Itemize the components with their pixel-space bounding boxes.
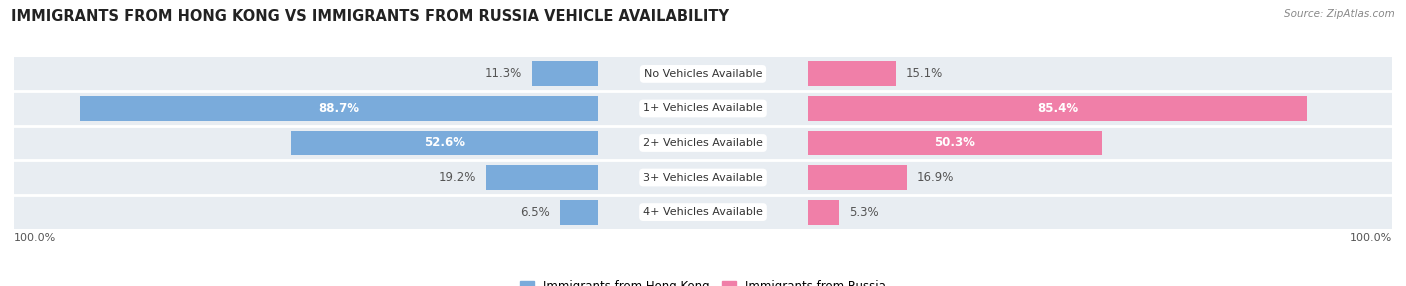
Text: 5.3%: 5.3% [849, 206, 879, 219]
Bar [486, 165, 598, 190]
Text: 85.4%: 85.4% [1036, 102, 1078, 115]
Text: 16.9%: 16.9% [917, 171, 953, 184]
Bar [14, 91, 1392, 126]
Text: 100.0%: 100.0% [14, 233, 56, 243]
Text: 19.2%: 19.2% [439, 171, 477, 184]
Text: 6.5%: 6.5% [520, 206, 550, 219]
Bar [808, 200, 839, 225]
Bar [14, 195, 1392, 229]
Text: 1+ Vehicles Available: 1+ Vehicles Available [643, 104, 763, 114]
Legend: Immigrants from Hong Kong, Immigrants from Russia: Immigrants from Hong Kong, Immigrants fr… [520, 280, 886, 286]
Bar [80, 96, 598, 121]
Bar [808, 165, 907, 190]
Text: 88.7%: 88.7% [319, 102, 360, 115]
Bar [14, 126, 1392, 160]
Bar [808, 131, 1102, 155]
Bar [560, 200, 598, 225]
Text: 3+ Vehicles Available: 3+ Vehicles Available [643, 172, 763, 182]
Bar [808, 96, 1306, 121]
Text: 100.0%: 100.0% [1350, 233, 1392, 243]
Bar [14, 57, 1392, 91]
Text: No Vehicles Available: No Vehicles Available [644, 69, 762, 79]
Text: 15.1%: 15.1% [905, 67, 943, 80]
Text: IMMIGRANTS FROM HONG KONG VS IMMIGRANTS FROM RUSSIA VEHICLE AVAILABILITY: IMMIGRANTS FROM HONG KONG VS IMMIGRANTS … [11, 9, 730, 23]
Text: Source: ZipAtlas.com: Source: ZipAtlas.com [1284, 9, 1395, 19]
Text: 50.3%: 50.3% [935, 136, 976, 150]
Text: 4+ Vehicles Available: 4+ Vehicles Available [643, 207, 763, 217]
Text: 11.3%: 11.3% [485, 67, 522, 80]
Bar [291, 131, 598, 155]
Text: 52.6%: 52.6% [425, 136, 465, 150]
Bar [808, 61, 896, 86]
Bar [531, 61, 598, 86]
Text: 2+ Vehicles Available: 2+ Vehicles Available [643, 138, 763, 148]
Bar [14, 160, 1392, 195]
